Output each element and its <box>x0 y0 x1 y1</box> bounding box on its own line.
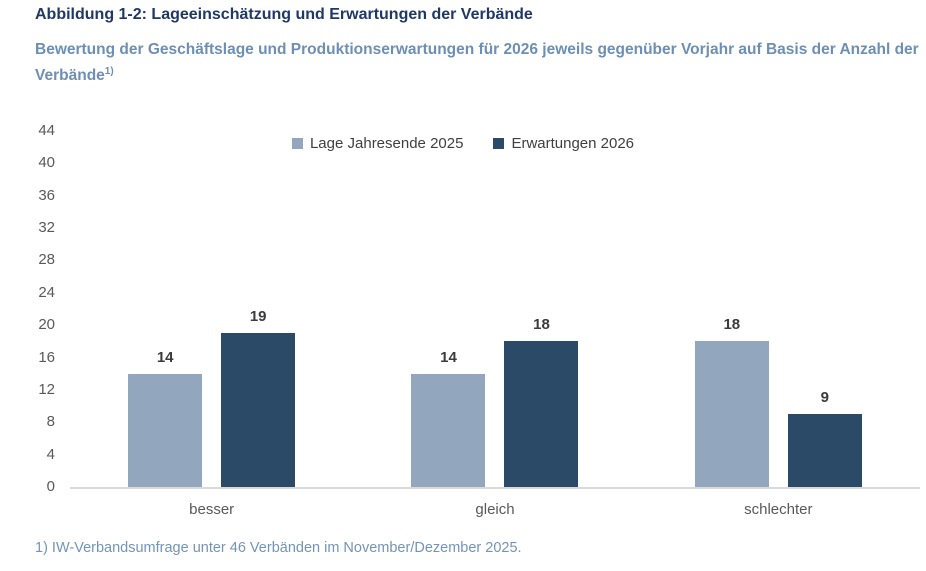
y-tick-label: 36 <box>38 186 55 204</box>
value-label: 18 <box>723 316 741 334</box>
legend-item-lage-jahresende-2025: Lage Jahresende 2025 <box>291 135 464 152</box>
figure-title: Abbildung 1-2: Lageeinschätzung und Erwa… <box>35 6 533 23</box>
y-tick-label: 4 <box>46 445 55 463</box>
bar-gleich-lage-jahresende-2025: 14 <box>411 349 486 487</box>
y-tick-label: 12 <box>38 380 55 398</box>
y-tick-label: 8 <box>46 413 55 431</box>
category-label-gleich: gleich <box>475 501 515 518</box>
footnote-marker: 1) <box>104 66 114 77</box>
figure-subtitle: Bewertung der Geschäftslage und Produkti… <box>35 39 919 87</box>
bar-besser-lage-jahresende-2025: 14 <box>128 349 203 487</box>
plot-area: 14 19 14 18 18 9 <box>70 131 920 489</box>
y-tick-label: 16 <box>38 348 55 366</box>
source-footnote: 1) IW-Verbandsumfrage unter 46 Verbänden… <box>35 540 522 556</box>
x-axis-labels: besser gleich schlechter <box>70 501 920 518</box>
legend-swatch-icon <box>493 138 505 149</box>
legend-item-erwartungen-2026: Erwartungen 2026 <box>493 135 634 152</box>
value-label: 9 <box>820 389 829 407</box>
y-tick-label: 24 <box>38 283 55 301</box>
y-axis: 0 4 8 12 16 20 24 28 32 36 40 44 <box>0 122 55 495</box>
bar-group-besser: 14 19 <box>70 131 353 487</box>
y-tick-label: 20 <box>38 316 55 334</box>
value-label: 19 <box>249 308 267 326</box>
bar-besser-erwartungen-2026: 19 <box>221 308 296 487</box>
figure-subtitle-text: Bewertung der Geschäftslage und Produkti… <box>35 41 919 85</box>
legend-label: Lage Jahresende 2025 <box>309 135 464 152</box>
y-tick-label: 32 <box>38 219 55 237</box>
y-tick-label: 40 <box>38 154 55 172</box>
y-tick-label: 28 <box>38 251 55 269</box>
bar-group-schlechter: 18 9 <box>637 131 920 487</box>
bar-gleich-erwartungen-2026: 18 <box>504 316 579 487</box>
legend-swatch-icon <box>291 138 303 149</box>
bar-schlechter-lage-jahresende-2025: 18 <box>694 316 769 487</box>
category-label-besser: besser <box>189 501 235 518</box>
value-label: 14 <box>440 348 457 366</box>
bar-group-gleich: 14 18 <box>353 131 636 487</box>
legend-label: Erwartungen 2026 <box>511 135 635 152</box>
chart-legend: Lage Jahresende 2025 Erwartungen 2026 <box>0 135 926 152</box>
bar-schlechter-erwartungen-2026: 9 <box>787 389 862 487</box>
value-label: 14 <box>156 348 174 366</box>
category-label-schlechter: schlechter <box>744 501 813 518</box>
y-tick-label: 44 <box>38 122 55 139</box>
y-tick-label: 0 <box>46 478 55 495</box>
bar-chart: Lage Jahresende 2025 Erwartungen 2026 0 4 8… <box>0 120 926 520</box>
value-label: 18 <box>533 316 550 334</box>
